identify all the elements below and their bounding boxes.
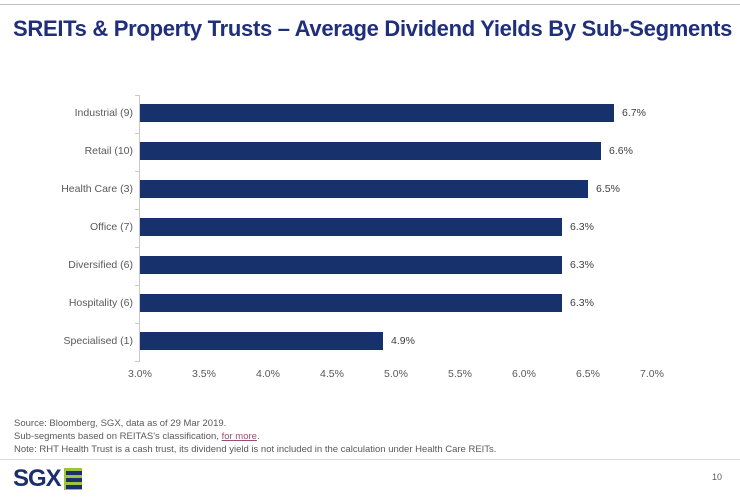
category-label: Specialised (1) — [63, 335, 133, 347]
x-axis-tick-label: 3.5% — [192, 368, 216, 380]
for-more-link[interactable]: for more — [221, 431, 257, 442]
value-label: 6.3% — [570, 297, 594, 309]
bar — [140, 180, 588, 198]
page-number: 10 — [711, 472, 722, 482]
y-axis-tick — [135, 95, 139, 96]
footnotes: Source: Bloomberg, SGX, data as of 29 Ma… — [14, 417, 714, 456]
sgx-logo-mark-icon — [63, 468, 82, 490]
x-axis-tick-label: 7.0% — [640, 368, 664, 380]
bar — [140, 142, 601, 160]
source-note: Source: Bloomberg, SGX, data as of 29 Ma… — [14, 418, 227, 429]
bar — [140, 332, 383, 350]
value-label: 6.7% — [622, 107, 646, 119]
classification-note-text: Sub-segments based on REITAS's classific… — [14, 431, 222, 442]
value-label: 6.3% — [570, 259, 594, 271]
bar — [140, 104, 614, 122]
value-label: 6.3% — [570, 221, 594, 233]
y-axis-tick — [135, 247, 139, 248]
category-label: Diversified (6) — [68, 259, 133, 271]
x-axis-tick-label: 5.0% — [384, 368, 408, 380]
x-axis-tick-label: 6.0% — [512, 368, 536, 380]
category-label: Health Care (3) — [61, 183, 133, 195]
bar — [140, 294, 562, 312]
x-axis-tick-label: 4.5% — [320, 368, 344, 380]
category-label: Industrial (9) — [74, 107, 133, 119]
x-axis-tick-label: 5.5% — [448, 368, 472, 380]
x-axis-tick-label: 4.0% — [256, 368, 280, 380]
bar — [140, 256, 562, 274]
category-label: Office (7) — [90, 221, 133, 233]
value-label: 4.9% — [391, 335, 415, 347]
bar — [140, 218, 562, 236]
y-axis-tick — [135, 133, 139, 134]
value-label: 6.5% — [596, 183, 620, 195]
rht-note: Note: RHT Health Trust is a cash trust, … — [14, 444, 497, 455]
footer-divider — [0, 459, 740, 460]
page-title: SREITs & Property Trusts – Average Divid… — [13, 16, 733, 41]
y-axis-tick — [135, 171, 139, 172]
y-axis-tick — [135, 285, 139, 286]
x-axis-tick-label: 3.0% — [128, 368, 152, 380]
sgx-logo: SGX — [13, 465, 82, 493]
value-label: 6.6% — [609, 145, 633, 157]
dividend-yield-bar-chart: Industrial (9) 6.7% Retail (10) 6.6% Health … — [0, 95, 740, 395]
classification-note-period: . — [256, 431, 260, 442]
x-axis-tick-label: 6.5% — [576, 368, 600, 380]
top-divider — [0, 4, 740, 5]
y-axis-tick — [135, 323, 139, 324]
classification-note: Sub-segments based on REITAS's classific… — [14, 430, 714, 443]
y-axis-line — [139, 95, 140, 362]
y-axis-tick — [135, 209, 139, 210]
category-label: Retail (10) — [84, 145, 133, 157]
y-axis-tick — [135, 361, 139, 362]
category-label: Hospitality (6) — [68, 297, 133, 309]
sgx-logo-text: SGX — [13, 465, 62, 492]
